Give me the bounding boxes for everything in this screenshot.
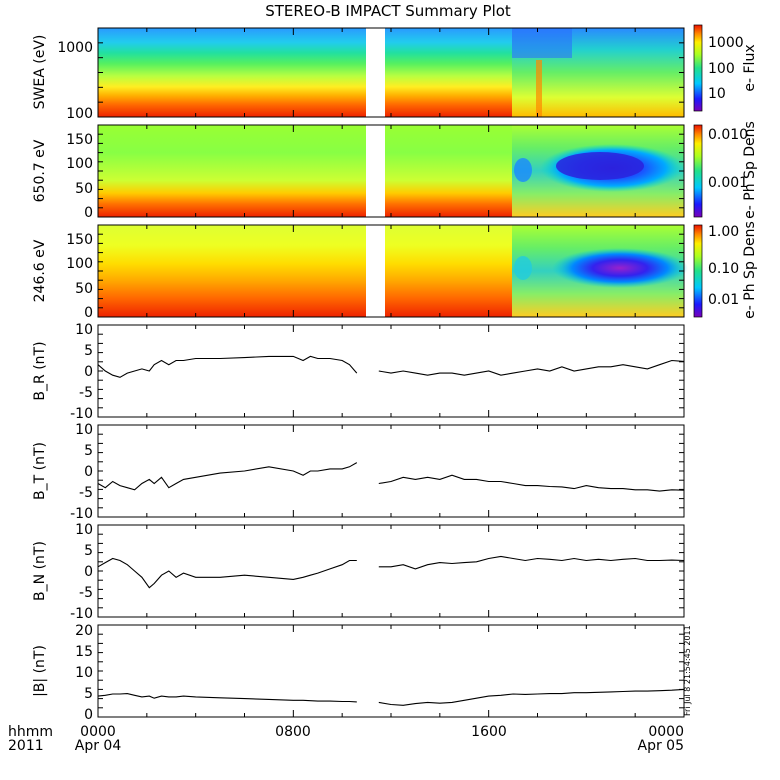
colorbar-pad650-bar: [693, 124, 703, 218]
xtick-label-1: 0800: [275, 724, 311, 740]
colorbar-swea: 1000 100 10 e- Flux: [693, 24, 758, 112]
yticks-pad246: 150 100 50 0: [66, 232, 93, 321]
yticks-pad650: 150 100 50 0: [66, 132, 93, 221]
swea-spike: [536, 60, 542, 117]
colorbar-pad246-bar: [693, 224, 703, 318]
ylabel-bn: B_N (nT): [32, 541, 48, 601]
colorbar-swea-bar: [693, 24, 703, 112]
colorbar-swea-tick-2: 100: [708, 61, 735, 77]
pad650-data-gap: [366, 125, 385, 217]
ytick-label: 5: [84, 343, 93, 359]
start-date-label: Apr 04: [75, 738, 122, 754]
xtick-label-0: 0000: [80, 724, 116, 740]
panel-pad-650: [97, 124, 685, 218]
ytick-label: 15: [75, 644, 93, 660]
ytick-label: 10: [75, 322, 93, 338]
ytick-label: 5: [84, 543, 93, 559]
colorbar-pad246-label: e- Ph Sp Dens: [742, 221, 758, 319]
yticks-swea: 1000 100: [57, 40, 93, 122]
ylabel-bt: B_T (nT): [32, 442, 48, 500]
panel-swea: [97, 27, 685, 118]
colorbar-pad246-tick-2: 0.10: [708, 261, 739, 277]
yticks-bn: 10 5 0 -5 -10: [70, 522, 93, 622]
ytick-label: 100: [66, 256, 93, 272]
yticks-bmag: 20 15 10 5 0: [75, 623, 93, 723]
pad246-depletion: [552, 248, 688, 288]
panel-pad-246: [97, 224, 688, 318]
colorbar-pad650-tick-2: 0.001: [708, 175, 748, 191]
ytick-label: 0: [84, 305, 93, 321]
bt-frame: [97, 424, 685, 518]
ytick-label: 0: [84, 464, 93, 480]
colorbar-pad246: 1.00 0.10 0.01 e- Ph Sp Dens: [693, 221, 758, 319]
ytick-label: -5: [79, 485, 93, 501]
bmag-frame: [97, 624, 685, 718]
ylabel-swea: SWEA (eV): [32, 35, 48, 110]
ylabel-pad246: 246.6 eV: [32, 239, 48, 302]
ytick-label: 150: [66, 232, 93, 248]
year-label: 2011: [8, 738, 44, 754]
ytick-label: -5: [79, 385, 93, 401]
swea-blue-patch: [512, 28, 572, 58]
xtick-label-3: 0000: [648, 724, 684, 740]
pad650-spot: [514, 158, 532, 182]
ytick-label: 0: [84, 364, 93, 380]
pad650-depletion-core: [556, 152, 644, 180]
yticks-bt: 10 5 0 -5 -10: [70, 422, 93, 522]
ytick-label: 0: [84, 707, 93, 723]
plot-stamp: Fri Jul 8 21:54:45 2011: [683, 625, 692, 716]
ytick-label: 1000: [57, 40, 93, 56]
colorbar-pad650: 0.010 0.001 e- Ph Sp Dens: [693, 121, 758, 219]
colorbar-swea-tick-1: 1000: [708, 35, 744, 51]
ytick-label: 0: [84, 205, 93, 221]
ytick-label: 10: [75, 422, 93, 438]
ytick-label: 10: [75, 522, 93, 538]
pad246-spot: [514, 256, 532, 280]
colorbar-swea-label: e- Flux: [742, 44, 758, 91]
plot-title: STEREO-B IMPACT Summary Plot: [265, 2, 511, 20]
colorbar-pad246-tick-3: 0.01: [708, 292, 739, 308]
ytick-label: 20: [75, 623, 93, 639]
ytick-label: 50: [75, 181, 93, 197]
ylabel-pad650: 650.7 eV: [32, 139, 48, 202]
axis-ticks: [97, 28, 685, 717]
format-label: hhmm: [8, 724, 53, 740]
ytick-label: 0: [84, 564, 93, 580]
xtick-label-2: 1600: [471, 724, 507, 740]
colorbar-pad650-label: e- Ph Sp Dens: [742, 121, 758, 219]
ytick-label: 100: [66, 106, 93, 122]
ytick-label: 50: [75, 281, 93, 297]
yticks-br: 10 5 0 -5 -10: [70, 322, 93, 422]
ytick-label: 10: [75, 665, 93, 681]
colorbar-pad246-tick-1: 1.00: [708, 224, 739, 240]
bn-frame: [97, 524, 685, 618]
bt-trace: [97, 462, 685, 492]
bn-trace: [97, 555, 685, 589]
end-date-label: Apr 05: [638, 738, 684, 754]
ytick-label: -10: [70, 406, 93, 422]
colorbar-pad650-tick-1: 0.010: [708, 127, 748, 143]
br-trace: [97, 355, 685, 378]
ytick-label: 5: [84, 686, 93, 702]
ylabel-br: B_R (nT): [32, 341, 48, 400]
ytick-label: 5: [84, 443, 93, 459]
ytick-label: -10: [70, 606, 93, 622]
swea-data-gap: [366, 28, 385, 117]
ytick-label: 150: [66, 132, 93, 148]
pad246-data-gap: [366, 225, 385, 317]
bmag-trace: [97, 688, 685, 706]
ylabel-bmag: |B| (nT): [32, 645, 48, 697]
ytick-label: -10: [70, 506, 93, 522]
ytick-label: -5: [79, 585, 93, 601]
colorbar-swea-tick-3: 10: [708, 86, 726, 102]
br-frame: [97, 324, 685, 418]
ytick-label: 100: [66, 156, 93, 172]
